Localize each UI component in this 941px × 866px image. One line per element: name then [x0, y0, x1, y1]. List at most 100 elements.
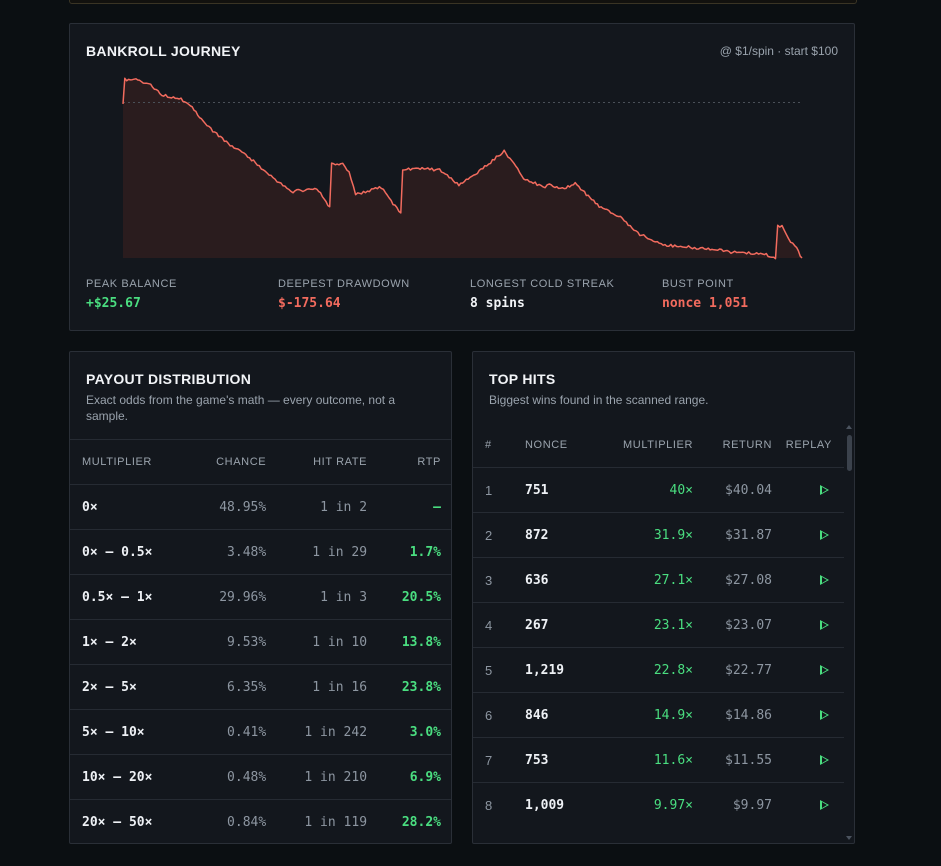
- nonce-cell: 1,009: [525, 782, 587, 827]
- column-header-chance: CHANCE: [216, 456, 267, 468]
- play-icon[interactable]: [820, 529, 829, 540]
- rtp-cell: 3.0%: [367, 709, 451, 755]
- multiplier-cell: 40×: [587, 467, 693, 513]
- stat-value: 8 spins: [470, 296, 525, 311]
- multiplier-cell: 2× – 5×: [70, 664, 190, 710]
- nonce-cell: 753: [525, 737, 587, 783]
- top-hit-row: 3 636 27.1× $27.08: [473, 557, 844, 603]
- stat-longest-cold-streak: LONGEST COLD STREAK 8 spins: [470, 278, 614, 311]
- rank-cell: 7: [473, 737, 525, 783]
- top-hits-header-row: # NONCE MULTIPLIER RETURN REPLAY: [473, 423, 844, 468]
- chance-cell: 9.53%: [189, 619, 267, 665]
- column-header-multiplier: MULTIPLIER: [82, 456, 152, 468]
- play-icon[interactable]: [820, 619, 829, 630]
- return-cell: $31.87: [693, 512, 772, 558]
- multiplier-cell: 27.1×: [587, 557, 693, 603]
- rank-cell: 4: [473, 602, 525, 648]
- play-icon[interactable]: [820, 664, 829, 675]
- multiplier-cell: 1× – 2×: [70, 619, 190, 665]
- multiplier-cell: 0×: [70, 484, 190, 530]
- distribution-row: 10× – 20× 0.48% 1 in 210 6.9%: [70, 754, 451, 800]
- scroll-down-arrow-icon[interactable]: [846, 836, 852, 840]
- stat-label: DEEPEST DRAWDOWN: [278, 278, 410, 290]
- multiplier-cell: 22.8×: [587, 647, 693, 693]
- bankroll-note: @ $1/spin · start $100: [719, 44, 838, 58]
- stat-deepest-drawdown: DEEPEST DRAWDOWN $-175.64: [278, 278, 410, 311]
- top-panel-edge: [69, 0, 857, 4]
- rank-cell: 6: [473, 692, 525, 738]
- top-hit-row: 2 872 31.9× $31.87: [473, 512, 844, 558]
- replay-cell: [772, 602, 844, 648]
- hit-rate-cell: 1 in 2: [266, 484, 368, 530]
- replay-cell: [772, 737, 844, 783]
- top-hits-subtitle: Biggest wins found in the scanned range.: [489, 393, 709, 407]
- return-cell: $11.55: [693, 737, 772, 783]
- hit-rate-cell: 1 in 16: [266, 664, 368, 710]
- chance-cell: 29.96%: [189, 574, 267, 620]
- multiplier-cell: 23.1×: [587, 602, 693, 648]
- rank-cell: 3: [473, 557, 525, 603]
- column-header-nonce: NONCE: [525, 439, 568, 451]
- multiplier-cell: 31.9×: [587, 512, 693, 558]
- scrollbar-thumb[interactable]: [847, 435, 852, 471]
- hit-rate-cell: 1 in 3: [266, 574, 368, 620]
- nonce-cell: 267: [525, 602, 587, 648]
- play-icon[interactable]: [820, 709, 829, 720]
- stat-peak-balance: PEAK BALANCE +$25.67: [86, 278, 177, 311]
- replay-cell: [772, 467, 844, 513]
- return-cell: $27.08: [693, 557, 772, 603]
- play-icon[interactable]: [820, 799, 829, 810]
- stat-value: $-175.64: [278, 296, 341, 311]
- stat-value: +$25.67: [86, 296, 141, 311]
- return-cell: $14.86: [693, 692, 772, 738]
- return-cell: $40.04: [693, 467, 772, 513]
- rank-cell: 5: [473, 647, 525, 693]
- rtp-cell: 6.9%: [367, 754, 451, 800]
- top-hit-row: 5 1,219 22.8× $22.77: [473, 647, 844, 693]
- replay-cell: [772, 692, 844, 738]
- bankroll-title: BANKROLL JOURNEY: [86, 43, 241, 59]
- column-header-replay: REPLAY: [785, 439, 832, 451]
- chance-cell: 6.35%: [189, 664, 267, 710]
- column-header-return: RETURN: [722, 439, 772, 451]
- chance-cell: 48.95%: [189, 484, 267, 530]
- distribution-row: 20× – 50× 0.84% 1 in 119 28.2%: [70, 799, 451, 843]
- rtp-cell: 13.8%: [367, 619, 451, 665]
- distribution-row: 2× – 5× 6.35% 1 in 16 23.8%: [70, 664, 451, 710]
- hit-rate-cell: 1 in 10: [266, 619, 368, 665]
- return-cell: $22.77: [693, 647, 772, 693]
- chance-cell: 3.48%: [189, 529, 267, 575]
- bankroll-chart: [122, 77, 803, 260]
- multiplier-cell: 5× – 10×: [70, 709, 190, 755]
- rank-cell: 8: [473, 782, 525, 827]
- rtp-cell: 20.5%: [367, 574, 451, 620]
- distribution-row: 0× 48.95% 1 in 2—: [70, 484, 451, 530]
- replay-cell: [772, 782, 844, 827]
- distribution-row: 5× – 10× 0.41% 1 in 242 3.0%: [70, 709, 451, 755]
- play-icon[interactable]: [820, 484, 829, 495]
- column-header-rank: #: [485, 439, 492, 451]
- replay-cell: [772, 647, 844, 693]
- play-icon[interactable]: [820, 574, 829, 585]
- hit-rate-cell: 1 in 119: [266, 799, 368, 843]
- hit-rate-cell: 1 in 242: [266, 709, 368, 755]
- column-header-rtp: RTP: [417, 456, 441, 468]
- multiplier-cell: 10× – 20×: [70, 754, 190, 800]
- stat-value: nonce 1,051: [662, 296, 749, 311]
- nonce-cell: 1,219: [525, 647, 587, 693]
- rank-cell: 1: [473, 467, 525, 513]
- multiplier-cell: 9.97×: [587, 782, 693, 827]
- stat-label: BUST POINT: [662, 278, 734, 290]
- multiplier-cell: 20× – 50×: [70, 799, 190, 843]
- scroll-up-arrow-icon[interactable]: [846, 425, 852, 429]
- nonce-cell: 636: [525, 557, 587, 603]
- replay-cell: [772, 557, 844, 603]
- chance-cell: 0.41%: [189, 709, 267, 755]
- top-hits-scrollbar[interactable]: [844, 423, 854, 843]
- rtp-cell: 28.2%: [367, 799, 451, 843]
- nonce-cell: 846: [525, 692, 587, 738]
- return-cell: $9.97: [693, 782, 772, 827]
- play-icon[interactable]: [820, 754, 829, 765]
- rtp-cell: 1.7%: [367, 529, 451, 575]
- chance-cell: 0.48%: [189, 754, 267, 800]
